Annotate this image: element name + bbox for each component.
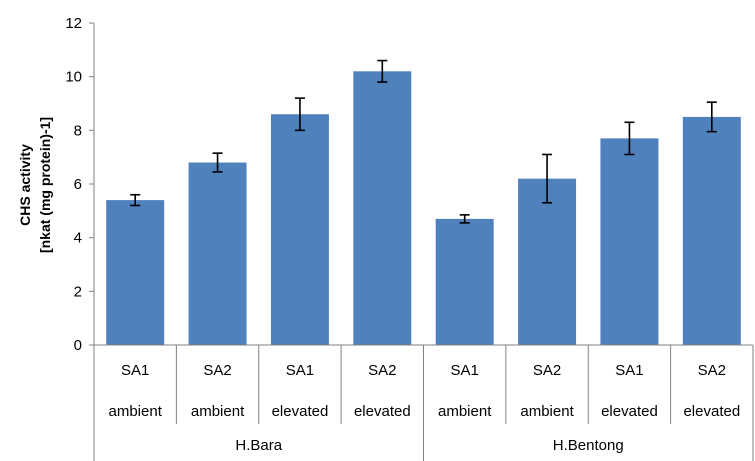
error-bar [212,152,223,173]
bar [270,114,329,345]
category-condition-label: ambient [109,403,163,420]
axes [93,23,754,461]
error-bar [294,97,305,132]
category-condition-label: ambient [520,403,574,420]
bar [600,138,659,345]
category-sa-label: SA1 [286,362,314,379]
y-tick-label: 10 [65,69,82,86]
category-sa-label: SA1 [451,362,479,379]
y-axis-label-line1: CHS activity [17,144,33,226]
y-tick-label: 0 [74,337,82,354]
category-condition-label: ambient [191,403,245,420]
bars [106,71,741,346]
category-condition-label: elevated [354,403,411,420]
category-condition-label: elevated [601,403,658,420]
error-bar [377,59,388,83]
category-condition-label: ambient [438,403,492,420]
category-sa-label: SA2 [533,362,561,379]
y-tick-label: 8 [74,122,82,139]
group-label: H.Bentong [553,437,624,454]
bar [682,116,741,346]
category-sa-label: SA2 [698,362,726,379]
category-condition-label: elevated [272,403,329,420]
bar [435,218,494,345]
bar [518,178,577,345]
error-bars [130,59,717,224]
y-axis-label-line2: [nkat (mg protein)-1] [37,117,53,253]
y-tick-label: 6 [74,176,82,193]
y-axis-ticks: 0 2 4 6 8 10 12 [65,15,94,354]
category-condition-label: elevated [683,403,740,420]
error-bar [706,101,717,133]
category-sa-label: SA2 [203,362,231,379]
error-bar [459,214,470,224]
bar [353,71,412,346]
group-label: H.Bara [235,437,282,454]
error-bar [542,153,553,204]
y-axis-label: CHS activity [nkat (mg protein)-1] [17,117,53,253]
bar [106,200,165,345]
category-sa-label: SA1 [121,362,149,379]
category-sa-label: SA1 [615,362,643,379]
error-bar [624,121,635,156]
category-sa-label: SA2 [368,362,396,379]
y-tick-label: 4 [74,230,82,247]
y-tick-label: 12 [65,15,82,32]
error-bar [130,193,141,207]
category-labels: SA1 ambient SA2 ambient SA1 elevated SA2 elevat… [109,362,741,454]
y-tick-label: 2 [74,283,82,300]
bar [188,162,247,345]
